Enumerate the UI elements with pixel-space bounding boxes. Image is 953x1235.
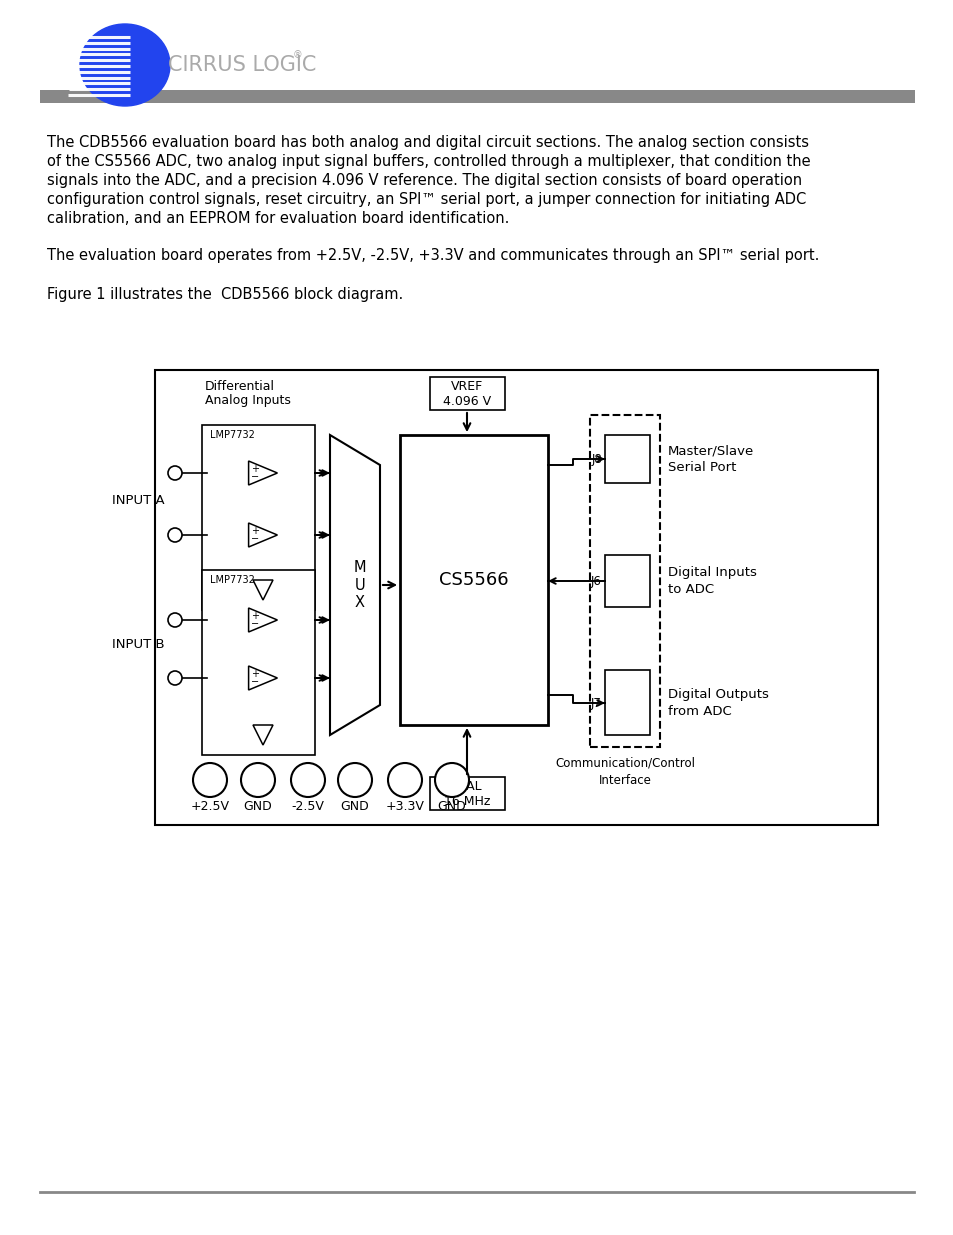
Circle shape xyxy=(168,613,182,627)
Polygon shape xyxy=(249,666,277,690)
Text: VREF
4.096 V: VREF 4.096 V xyxy=(442,380,491,408)
Bar xyxy=(604,671,649,735)
Polygon shape xyxy=(249,608,277,632)
Text: +: + xyxy=(251,611,259,621)
Text: of the CS5566 ADC, two analog input signal buffers, controlled through a multipl: of the CS5566 ADC, two analog input sign… xyxy=(47,154,810,169)
Bar xyxy=(604,435,649,483)
Text: +: + xyxy=(251,464,259,474)
Text: +3.3V: +3.3V xyxy=(385,800,424,813)
Text: INPUT B: INPUT B xyxy=(112,638,165,652)
Text: configuration control signals, reset circuitry, an SPI™ serial port, a jumper co: configuration control signals, reset cir… xyxy=(47,191,805,207)
Polygon shape xyxy=(330,435,379,735)
Text: LMP7732: LMP7732 xyxy=(210,576,254,585)
Text: GND: GND xyxy=(437,800,466,813)
Text: −: − xyxy=(251,534,259,545)
Text: Analog Inputs: Analog Inputs xyxy=(205,394,291,408)
Text: The CDB5566 evaluation board has both analog and digital circuit sections. The a: The CDB5566 evaluation board has both an… xyxy=(47,135,808,149)
Text: ®: ® xyxy=(293,49,302,61)
Text: −: − xyxy=(251,472,259,482)
Text: GND: GND xyxy=(243,800,273,813)
Bar xyxy=(154,370,877,825)
Text: INPUT A: INPUT A xyxy=(112,494,165,506)
Circle shape xyxy=(193,763,227,797)
Text: J6: J6 xyxy=(591,574,601,588)
Bar xyxy=(40,90,914,103)
Circle shape xyxy=(168,466,182,480)
Text: CIRRUS LOGIC: CIRRUS LOGIC xyxy=(168,56,316,75)
Text: XTAL
16 MHz: XTAL 16 MHz xyxy=(443,781,490,808)
Text: −: − xyxy=(251,677,259,687)
Text: Communication/Control
Interface: Communication/Control Interface xyxy=(555,757,695,787)
Polygon shape xyxy=(249,522,277,547)
Polygon shape xyxy=(253,580,273,600)
Text: CS5566: CS5566 xyxy=(438,571,508,589)
Bar xyxy=(430,377,504,410)
Bar xyxy=(604,555,649,606)
Text: +2.5V: +2.5V xyxy=(191,800,230,813)
Bar xyxy=(202,425,314,610)
Bar xyxy=(589,415,659,747)
Text: +: + xyxy=(251,669,259,679)
Circle shape xyxy=(168,671,182,685)
Circle shape xyxy=(241,763,274,797)
Text: signals into the ADC, and a precision 4.096 V reference. The digital section con: signals into the ADC, and a precision 4.… xyxy=(47,173,801,188)
Ellipse shape xyxy=(80,23,170,106)
Circle shape xyxy=(168,529,182,542)
Text: Figure 1 illustrates the  CDB5566 block diagram.: Figure 1 illustrates the CDB5566 block d… xyxy=(47,287,403,303)
Polygon shape xyxy=(249,461,277,485)
Text: J7: J7 xyxy=(591,697,601,709)
Text: LMP7732: LMP7732 xyxy=(210,430,254,440)
Text: +: + xyxy=(251,526,259,536)
Bar xyxy=(430,777,504,810)
Circle shape xyxy=(337,763,372,797)
Bar xyxy=(202,571,314,755)
Circle shape xyxy=(291,763,325,797)
Bar xyxy=(399,435,547,725)
Text: -2.5V: -2.5V xyxy=(292,800,324,813)
Circle shape xyxy=(388,763,421,797)
Text: calibration, and an EEPROM for evaluation board identification.: calibration, and an EEPROM for evaluatio… xyxy=(47,211,509,226)
Text: GND: GND xyxy=(340,800,369,813)
Text: J8: J8 xyxy=(591,452,601,466)
Text: The evaluation board operates from +2.5V, -2.5V, +3.3V and communicates through : The evaluation board operates from +2.5V… xyxy=(47,248,819,263)
Text: Master/Slave
Serial Port: Master/Slave Serial Port xyxy=(667,445,754,474)
Text: Digital Outputs
from ADC: Digital Outputs from ADC xyxy=(667,688,768,718)
Text: Differential: Differential xyxy=(205,380,274,393)
Text: −: − xyxy=(251,619,259,629)
Text: M
U
X: M U X xyxy=(354,561,366,610)
Text: Digital Inputs
to ADC: Digital Inputs to ADC xyxy=(667,566,756,597)
Polygon shape xyxy=(253,725,273,745)
Circle shape xyxy=(435,763,469,797)
